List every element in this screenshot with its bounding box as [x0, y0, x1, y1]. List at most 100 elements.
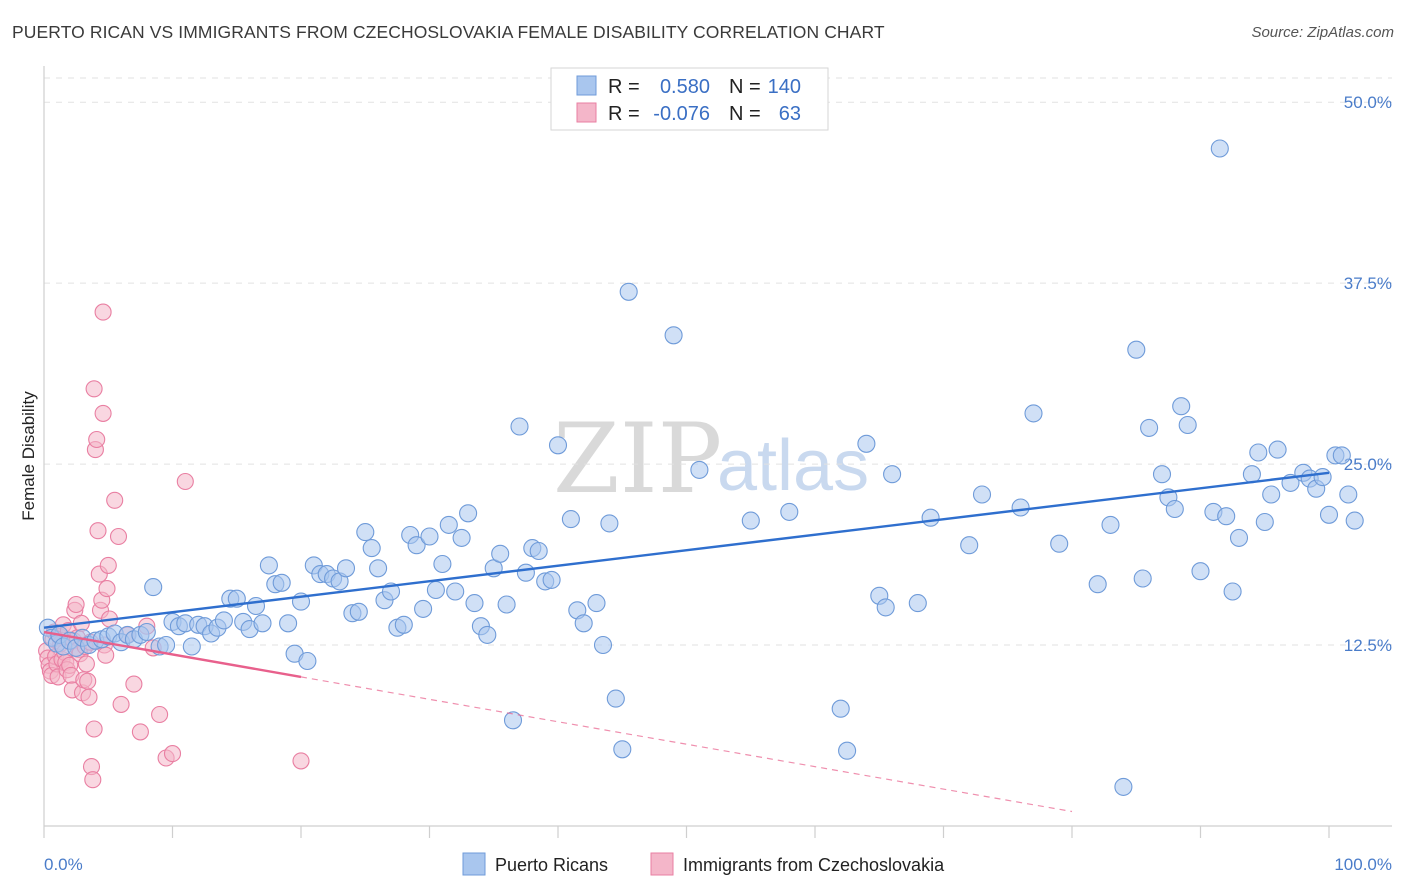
point-pink-31: [77, 655, 95, 673]
point-pink-33: [80, 688, 98, 706]
point-blue-20: [157, 635, 176, 655]
point-pink-55: [131, 723, 149, 741]
point-blue-100: [883, 465, 902, 484]
point-pink-47: [98, 580, 116, 598]
point-pink-52: [112, 695, 130, 713]
point-blue-110: [1114, 777, 1133, 796]
point-blue-126: [1255, 512, 1274, 532]
legend-r-label-blue: R =: [608, 76, 640, 98]
trend-line-pink-extension: [300, 676, 1073, 813]
point-blue-103: [960, 536, 979, 555]
point-pink-46: [97, 646, 115, 664]
point-blue-123: [1229, 528, 1249, 547]
point-blue-34: [246, 596, 266, 616]
y-tick-label-1: 25.0%: [1344, 455, 1392, 474]
point-pink-48: [99, 556, 117, 574]
point-blue-139: [1210, 139, 1229, 158]
legend-n-value-pink: 63: [779, 103, 801, 125]
legend-n-value-blue: 140: [768, 76, 801, 98]
legend-r-label-pink: R =: [608, 103, 640, 125]
point-blue-101: [908, 594, 927, 613]
point-blue-82: [561, 510, 580, 529]
series-puerto-ricans-points: [38, 139, 1364, 796]
legend-swatch-blue: [576, 75, 597, 96]
point-blue-80: [542, 570, 561, 589]
point-blue-96: [838, 741, 857, 760]
legend-r-value-blue: 0.580: [660, 76, 710, 98]
y-tick-label-3: 50.0%: [1344, 93, 1392, 112]
legend-n-label-pink: N =: [729, 103, 761, 125]
point-pink-58: [151, 705, 169, 724]
point-blue-48: [336, 559, 356, 578]
point-blue-114: [1152, 465, 1172, 484]
point-blue-17: [137, 622, 156, 642]
point-blue-61: [420, 527, 439, 546]
point-blue-136: [1332, 446, 1351, 465]
point-blue-116: [1165, 499, 1184, 519]
point-blue-59: [407, 536, 426, 555]
point-blue-74: [503, 711, 523, 730]
point-blue-62: [426, 580, 445, 600]
point-blue-108: [1088, 575, 1107, 594]
point-blue-97: [857, 434, 876, 453]
point-blue-127: [1262, 485, 1281, 504]
point-blue-119: [1191, 562, 1210, 581]
point-blue-94: [780, 502, 799, 521]
point-pink-64: [94, 303, 112, 321]
point-blue-85: [587, 594, 606, 613]
point-blue-39: [279, 614, 298, 633]
point-pink-50: [106, 491, 124, 509]
point-blue-57: [394, 615, 413, 634]
point-blue-42: [298, 651, 317, 671]
point-blue-99: [876, 598, 895, 617]
point-blue-68: [465, 594, 484, 613]
y-tick-label-0: 12.5%: [1344, 636, 1392, 655]
point-pink-39: [88, 430, 106, 449]
point-blue-64: [439, 515, 458, 534]
point-blue-117: [1172, 397, 1191, 416]
x-axis-ticks: [43, 826, 1330, 838]
legend-swatch-pink: [576, 102, 597, 123]
legend-n-label-blue: N =: [729, 76, 761, 98]
trend-line-blue: [43, 471, 1330, 629]
trend-lines: [43, 471, 1330, 813]
point-blue-76: [516, 563, 535, 582]
point-blue-87: [600, 514, 619, 533]
point-blue-90: [619, 282, 638, 301]
legend-box: [550, 67, 829, 131]
point-pink-36: [84, 771, 102, 789]
point-pink-54: [125, 675, 143, 693]
point-blue-118: [1178, 415, 1197, 435]
point-blue-93: [741, 511, 760, 530]
point-blue-84: [574, 614, 593, 633]
point-blue-75: [510, 417, 529, 436]
series-legend: Puerto Ricans Immigrants from Czechoslov…: [462, 852, 945, 876]
point-blue-105: [1011, 498, 1030, 517]
point-blue-102: [921, 508, 940, 527]
point-blue-95: [831, 699, 850, 718]
point-blue-112: [1133, 569, 1152, 588]
x-tick-label-max: 100.0%: [1334, 855, 1392, 874]
x-tick-label-min: 0.0%: [44, 855, 83, 874]
point-pink-32: [79, 672, 97, 690]
watermark-atlas: atlas: [717, 426, 869, 506]
point-blue-134: [1319, 505, 1339, 524]
trend-line-pink: [43, 630, 302, 679]
point-blue-125: [1249, 443, 1268, 462]
point-blue-72: [491, 544, 510, 563]
series-czechoslovakia-points: [38, 303, 310, 789]
bottom-legend-swatch-pink: [650, 852, 674, 876]
y-tick-label-2: 37.5%: [1344, 274, 1392, 293]
chart-source: Source: ZipAtlas.com: [1251, 24, 1394, 41]
point-pink-44: [94, 404, 112, 422]
chart-title: PUERTO RICAN VS IMMIGRANTS FROM CZECHOSL…: [12, 22, 885, 42]
point-blue-104: [972, 485, 992, 504]
point-blue-137: [1339, 485, 1358, 504]
point-blue-88: [606, 689, 625, 708]
correlation-legend: R = 0.580 N = 140 R = -0.076 N = 63: [550, 67, 829, 131]
point-blue-122: [1223, 582, 1242, 601]
legend-r-value-pink: -0.076: [653, 103, 710, 125]
point-blue-81: [548, 436, 568, 455]
point-blue-29: [214, 611, 233, 630]
